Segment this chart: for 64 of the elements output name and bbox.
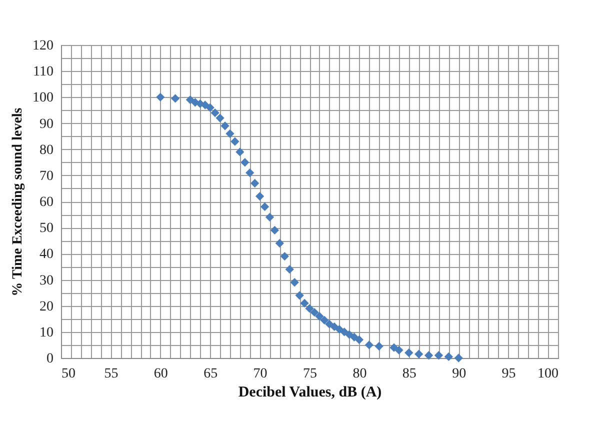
x-axis-title: Decibel Values, dB (A) <box>238 384 382 400</box>
x-tick-label: 90 <box>452 366 466 382</box>
y-tick-label: 100 <box>32 90 54 106</box>
y-tick-label: 80 <box>40 142 54 158</box>
point <box>315 312 324 321</box>
point <box>216 114 224 122</box>
y-tick-label: 90 <box>40 116 54 132</box>
point <box>250 178 260 188</box>
point <box>280 252 289 261</box>
point <box>374 342 384 351</box>
point <box>260 202 270 212</box>
point <box>220 122 230 130</box>
point <box>290 278 299 287</box>
x-tick-label: 60 <box>154 366 168 382</box>
point <box>156 92 165 102</box>
point <box>255 192 264 201</box>
point <box>454 354 463 362</box>
point <box>226 129 234 138</box>
point <box>275 238 284 248</box>
y-tick-label: 30 <box>40 273 54 288</box>
point <box>265 212 274 222</box>
point <box>285 264 294 274</box>
point <box>414 350 424 358</box>
x-tick-label: 75 <box>303 366 317 382</box>
y-tick-label: 120 <box>32 38 54 54</box>
point <box>270 226 280 235</box>
point <box>295 291 304 300</box>
point <box>305 304 314 313</box>
point <box>236 148 244 156</box>
y-tick-label: 10 <box>40 325 54 340</box>
y-tick-label: 50 <box>40 221 54 236</box>
x-tick-label: 80 <box>352 366 367 382</box>
y-tick-label: 0 <box>46 352 54 366</box>
point <box>240 158 250 167</box>
point <box>300 298 309 308</box>
x-tick-label: 70 <box>253 366 268 382</box>
point <box>424 351 434 360</box>
point <box>210 108 220 118</box>
x-tick-label: 65 <box>204 366 218 382</box>
point <box>170 94 180 103</box>
y-tick-label: 40 <box>40 247 54 262</box>
x-tick-label: 95 <box>502 366 516 382</box>
x-tick-label: 85 <box>402 366 416 382</box>
point <box>230 137 240 146</box>
point <box>320 316 329 325</box>
y-tick-label: 20 <box>40 299 54 314</box>
point <box>434 351 444 360</box>
point <box>310 308 319 317</box>
point <box>394 346 404 355</box>
point <box>206 103 214 112</box>
x-tick-label: 55 <box>104 366 118 382</box>
y-tick-label: 60 <box>40 195 54 210</box>
point <box>344 330 354 339</box>
point <box>354 335 364 344</box>
y-tick-label: 70 <box>40 168 54 184</box>
x-tick-label: 50 <box>62 366 76 382</box>
point <box>364 340 374 350</box>
point <box>404 348 414 358</box>
point <box>246 168 254 178</box>
y-tick-label: 110 <box>33 64 54 80</box>
y-axis-title: % Time Exceeding sound levels <box>10 107 26 296</box>
point <box>444 352 453 362</box>
point <box>325 320 334 328</box>
x-tick-label: 100 <box>538 366 558 382</box>
